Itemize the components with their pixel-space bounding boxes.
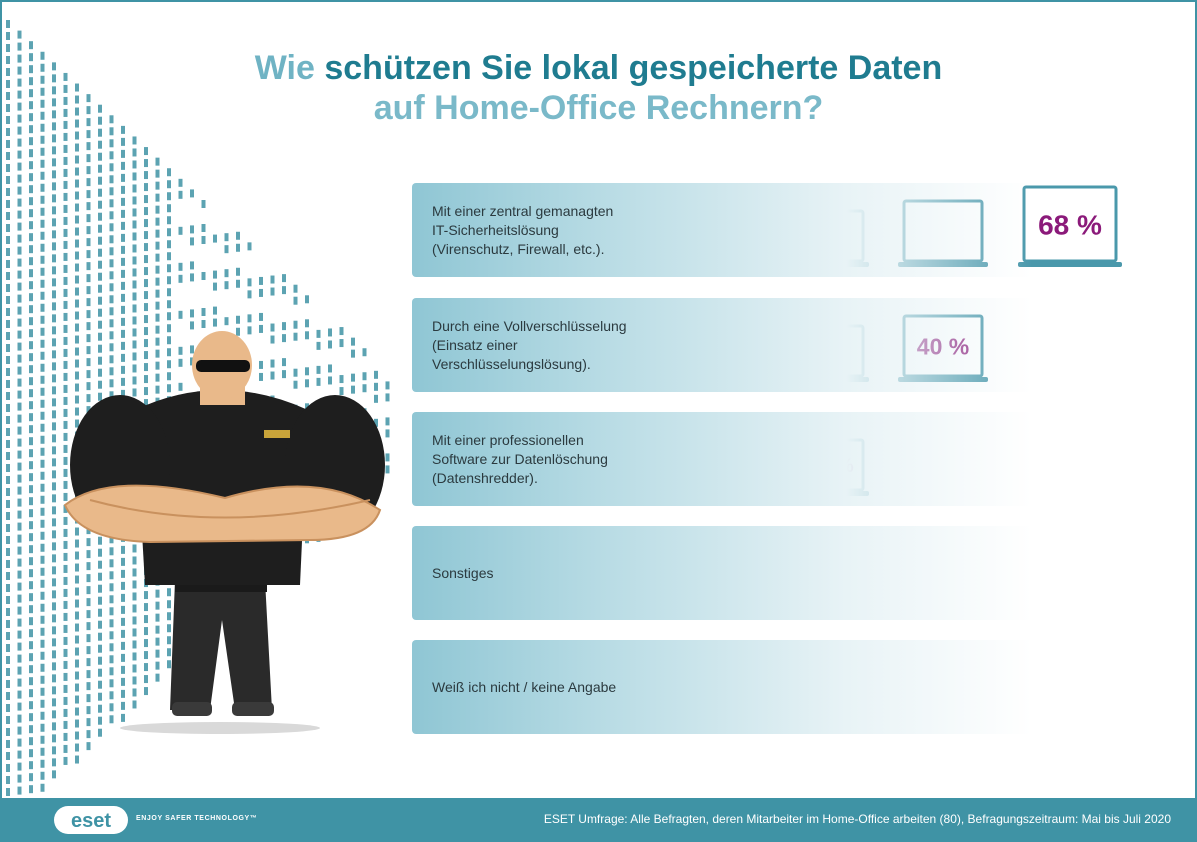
category-label: Sonstiges bbox=[432, 564, 494, 581]
security-guard-illustration bbox=[63, 331, 385, 734]
logo-text: eset bbox=[71, 810, 111, 832]
title-line-2: auf Home-Office Rechnern? bbox=[373, 89, 824, 127]
category-label: Mit einer zentral gemanagten IT-Sicherhe… bbox=[432, 202, 614, 257]
eset-logo: eset bbox=[54, 806, 128, 834]
value-label: 68 % bbox=[1038, 209, 1102, 240]
title-word-1: Wie bbox=[254, 49, 315, 87]
category-label: Weiß ich nicht / keine Angabe bbox=[432, 678, 617, 695]
chart-row: Sonstiges bbox=[412, 526, 1032, 620]
tagline: ENJOY SAFER TECHNOLOGY™ bbox=[136, 815, 258, 822]
title-line-1: Wie schützen Sie lokal gespeicherte Date… bbox=[0, 48, 1197, 88]
title-rest-1: schützen Sie lokal gespeicherte Daten bbox=[324, 49, 943, 87]
chart-row: Mit einer zentral gemanagten IT-Sicherhe… bbox=[412, 183, 1032, 277]
footer: eset ENJOY SAFER TECHNOLOGY™ ESET Umfrag… bbox=[0, 798, 1197, 842]
source-note: ESET Umfrage: Alle Befragten, deren Mita… bbox=[543, 812, 1171, 826]
chart-row: Durch eine Vollverschlüsselung (Einsatz … bbox=[412, 298, 1032, 392]
chart-title: Wie schützen Sie lokal gespeicherte Date… bbox=[0, 48, 1197, 128]
chart-row: Weiß ich nicht / keine Angabe bbox=[412, 640, 1032, 734]
category-label: Mit einer professionellen Software zur D… bbox=[432, 431, 608, 486]
category-label: Durch eine Vollverschlüsselung (Einsatz … bbox=[432, 317, 627, 372]
chart-row: Mit einer professionellen Software zur D… bbox=[412, 412, 1032, 506]
